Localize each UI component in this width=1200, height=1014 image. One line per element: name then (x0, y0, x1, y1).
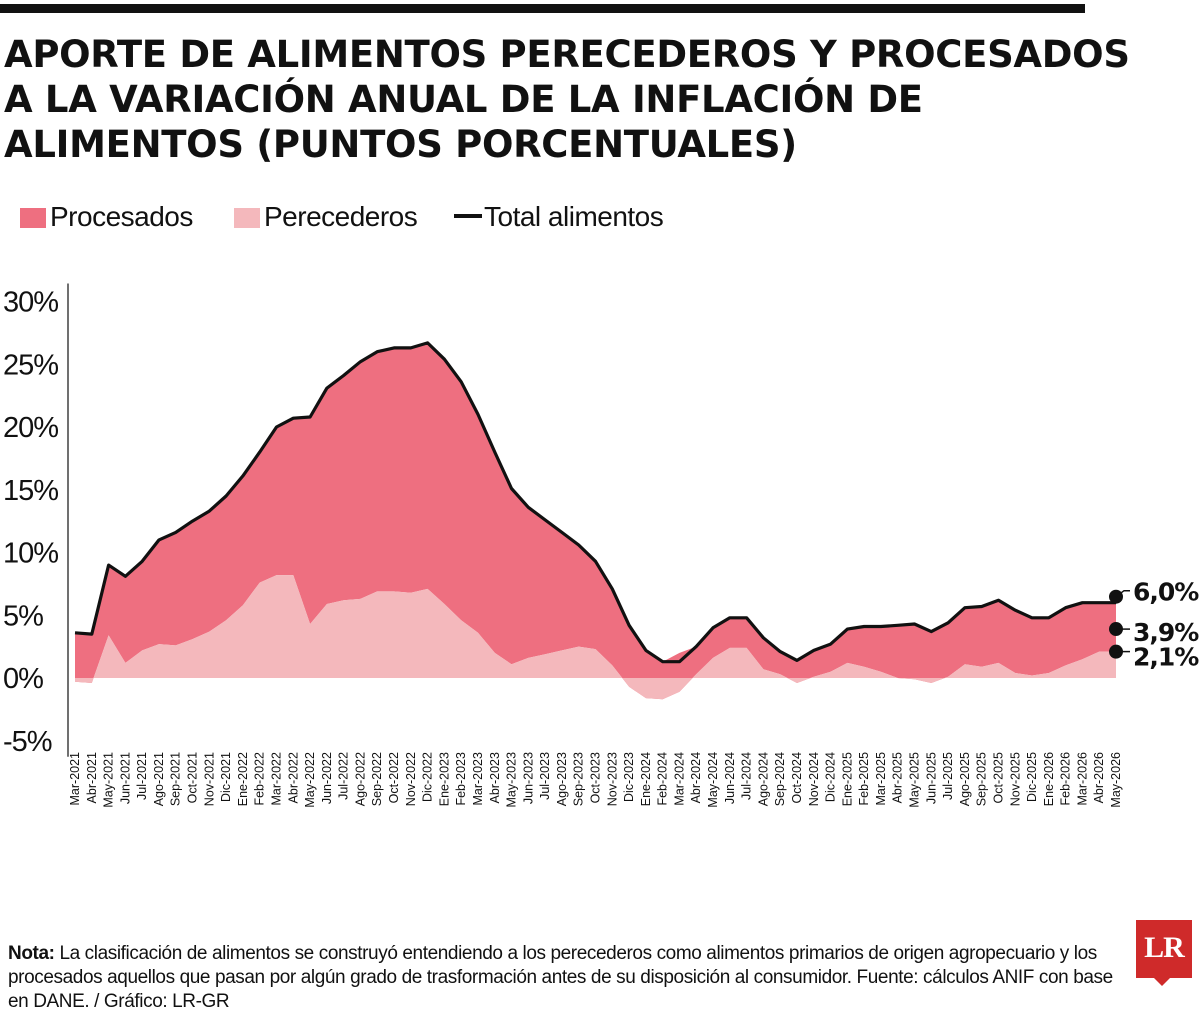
x-tick-label: Nov-2024 (807, 752, 821, 806)
x-tick-label: Feb-2024 (656, 752, 670, 806)
x-tick-label: Feb-2025 (857, 752, 871, 806)
x-tick-label: Sep-2023 (572, 752, 586, 806)
logo-notch (1154, 978, 1170, 986)
end-value-label: 3,9% (1133, 618, 1199, 647)
x-tick-label: Dic-2021 (219, 752, 233, 802)
x-tick-label: Oct-2022 (387, 752, 401, 803)
x-tick-label: Ene-2024 (639, 752, 653, 806)
x-tick-label: Sep-2025 (975, 752, 989, 806)
x-tick-label: Sep-2022 (370, 752, 384, 806)
y-tick-label: 25% (3, 349, 58, 381)
x-tick-label: May-2022 (303, 752, 317, 808)
x-tick-label: Mar-2022 (270, 752, 284, 806)
y-tick-label: 10% (3, 538, 58, 570)
x-tick-label: May-2023 (505, 752, 519, 808)
x-tick-label: Feb-2026 (1059, 752, 1073, 806)
x-tick-label: Ago-2022 (353, 752, 367, 806)
x-tick-label: Dic-2025 (1025, 752, 1039, 802)
footnote-text: La clasificación de alimentos se constru… (8, 943, 1113, 1012)
x-tick-label: Mar-2024 (673, 752, 687, 806)
x-tick-label: Ago-2023 (555, 752, 569, 806)
end-value-label: 2,1% (1133, 643, 1199, 672)
y-tick-label: -5% (3, 726, 52, 758)
x-tick-label: Nov-2025 (1008, 752, 1022, 806)
x-tick-label: Feb-2023 (454, 752, 468, 806)
x-tick-label: Oct-2024 (790, 752, 804, 803)
x-tick-label: May-2021 (102, 752, 116, 808)
legend-swatch-procesados (20, 208, 46, 228)
x-tick-label: Feb-2022 (253, 752, 267, 806)
x-tick-label: Ago-2021 (152, 752, 166, 806)
footnote: Nota: La clasificación de alimentos se c… (8, 942, 1118, 1014)
x-tick-label: Nov-2021 (202, 752, 216, 806)
x-tick-label: Abr-2026 (1092, 752, 1106, 803)
x-tick-label: Nov-2023 (605, 752, 619, 806)
x-tick-label: Oct-2023 (589, 752, 603, 803)
x-tick-label: Nov-2022 (404, 752, 418, 806)
x-tick-label: Oct-2025 (992, 752, 1006, 803)
x-tick-label: Sep-2024 (773, 752, 787, 806)
x-tick-label: Ago-2024 (756, 752, 770, 806)
legend-label-procesados: Procesados (50, 201, 193, 232)
end-label-connector (1115, 589, 1130, 598)
lr-logo: LR (1136, 920, 1192, 986)
y-tick-label: 20% (3, 412, 58, 444)
x-tick-label: Oct-2021 (186, 752, 200, 803)
x-tick-label: May-2024 (706, 752, 720, 808)
x-tick-label: Jun-2025 (924, 752, 938, 804)
plot-fills (75, 342, 1116, 700)
x-tick-label: Abr-2021 (85, 752, 99, 803)
x-tick-label: Abr-2024 (689, 752, 703, 803)
y-tick-label: 0% (3, 663, 43, 695)
end-markers: 6,0% 3,9%2,1% (1109, 578, 1200, 672)
x-tick-label: Dic-2022 (421, 752, 435, 802)
x-tick-label: Dic-2024 (824, 752, 838, 802)
footnote-label: Nota: (8, 943, 55, 964)
y-axis-ticks: 30% 25% 20% 15% 10% 5% 0% -5% (3, 287, 59, 758)
y-tick-label: 5% (3, 600, 43, 632)
x-tick-label: Mar-2021 (68, 752, 82, 806)
x-tick-label: Abr-2025 (891, 752, 905, 803)
x-tick-label: Jul-2021 (135, 752, 149, 800)
x-tick-label: Ene-2023 (437, 752, 451, 806)
x-tick-label: Ago-2025 (958, 752, 972, 806)
x-tick-label: Mar-2023 (471, 752, 485, 806)
y-tick-label: 30% (3, 287, 58, 319)
x-tick-label: Jun-2023 (521, 752, 535, 804)
legend-swatch-perecederos (234, 208, 260, 228)
x-axis-ticks: Mar-2021 Abr-2021 May-2021 Jun-2021 Jul-2021… (68, 752, 1123, 808)
line-total-alimentos (74, 341, 1116, 664)
chart-title: APORTE DE ALIMENTOS PERECEDEROS Y PROCES… (4, 33, 1130, 166)
x-tick-label: Jul-2025 (941, 752, 955, 800)
x-tick-label: Sep-2021 (169, 752, 183, 806)
area-procesados (75, 342, 1116, 700)
x-tick-label: Ene-2025 (840, 752, 854, 806)
x-tick-label: Jun-2021 (118, 752, 132, 804)
y-tick-label: 15% (3, 475, 58, 507)
top-rule (0, 4, 1085, 13)
x-tick-label: Abr-2022 (286, 752, 300, 803)
x-tick-label: Mar-2026 (1075, 752, 1089, 806)
x-tick-label: Abr-2023 (488, 752, 502, 803)
end-value-label: 6,0% (1133, 578, 1199, 607)
x-tick-label: Jul-2024 (740, 752, 754, 800)
x-tick-label: Ene-2026 (1042, 752, 1056, 806)
x-tick-label: Ene-2022 (236, 752, 250, 806)
legend-label-total: Total alimentos (484, 201, 664, 232)
x-tick-label: Mar-2025 (874, 752, 888, 806)
x-tick-label: Jul-2022 (337, 752, 351, 800)
x-tick-label: Jun-2024 (723, 752, 737, 804)
total-layer (74, 341, 1116, 664)
x-tick-label: Dic-2023 (622, 752, 636, 802)
chart-area: 30%25%20%15%10%5%0%-5% Mar-2021 Abr-2021 M… (3, 283, 1200, 808)
x-tick-label: Jun-2022 (320, 752, 334, 804)
logo-text: LR (1144, 931, 1185, 964)
x-tick-label: Jul-2023 (538, 752, 552, 800)
legend-label-perecederos: Perecederos (264, 201, 418, 232)
area-perecederos (75, 575, 1116, 700)
legend-line-total (454, 214, 482, 218)
x-tick-label: May-2025 (908, 752, 922, 808)
x-tick-label: May-2026 (1109, 752, 1123, 808)
